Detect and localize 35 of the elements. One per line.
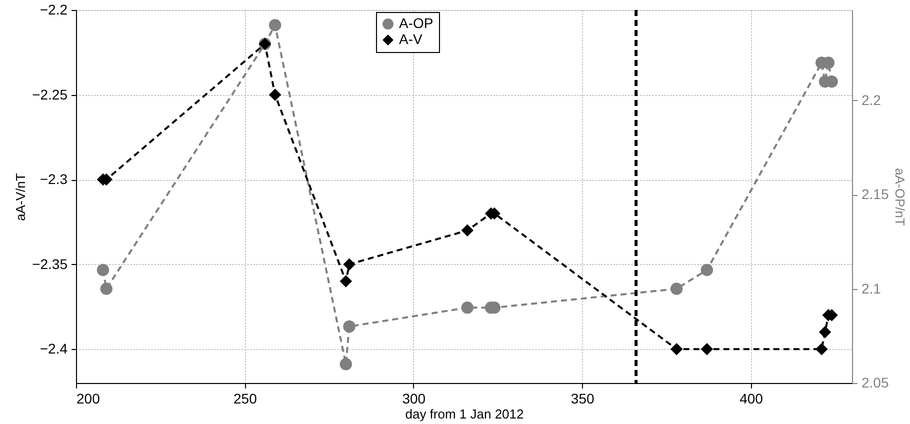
point	[816, 342, 828, 356]
y2-axis-title: aA-OP/nT	[892, 168, 908, 226]
point	[461, 302, 474, 314]
y-tick-label: −2.35	[32, 256, 68, 272]
x-tick-label: 200	[76, 390, 100, 406]
point	[340, 275, 352, 288]
point	[700, 264, 714, 276]
point	[700, 342, 714, 356]
x-tick-label: 400	[740, 390, 764, 406]
x-axis-title: day from 1 Jan 2012	[405, 406, 524, 422]
legend-label: A-OP	[399, 15, 434, 31]
y-tick-label: −2.4	[40, 340, 68, 357]
y2-tick-label: 2.1	[862, 280, 882, 296]
point	[96, 264, 110, 276]
x-tick-label: 250	[234, 390, 258, 406]
x-tick-label: 350	[570, 390, 594, 406]
point	[340, 358, 352, 370]
point	[818, 326, 832, 338]
point	[100, 282, 112, 295]
point	[268, 18, 282, 32]
y2-tick-label: 2.2	[862, 92, 882, 108]
point	[670, 282, 683, 295]
y-tick-label: −2.2	[40, 2, 68, 18]
point	[268, 88, 282, 101]
y2-tick-label: 2.05	[862, 374, 889, 390]
y-tick-label: −2.25	[32, 86, 68, 102]
legend-label: A-V	[399, 31, 423, 47]
point	[343, 258, 356, 270]
point	[461, 224, 474, 237]
point	[343, 320, 356, 333]
point	[670, 342, 683, 356]
y-tick-label: −2.3	[40, 171, 68, 188]
y2-tick-label: 2.15	[862, 186, 889, 202]
y-axis-title: aA-V/nT	[13, 173, 28, 221]
x-tick-label: 300	[402, 390, 426, 406]
